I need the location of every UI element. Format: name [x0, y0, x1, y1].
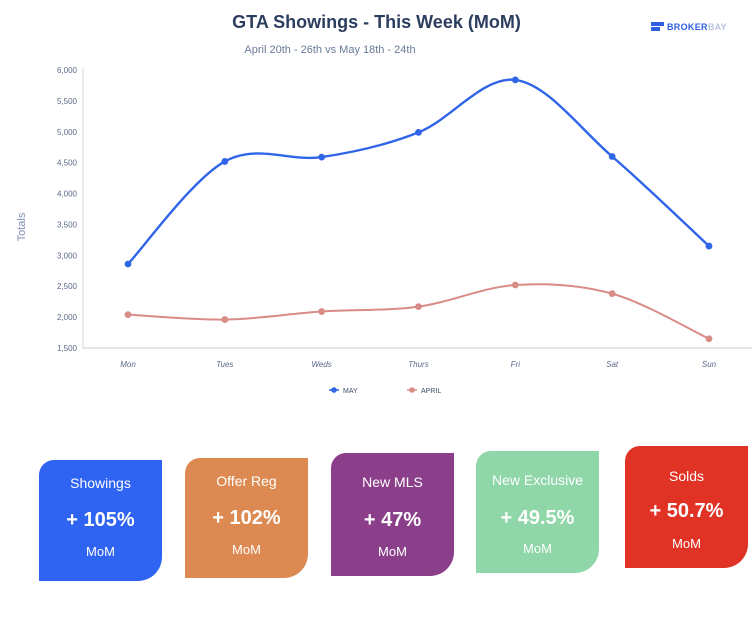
card-value: + 49.5% [500, 507, 575, 529]
card-solds: Solds + 50.7% MoM [625, 446, 748, 568]
card-label: New Exclusive [491, 472, 584, 488]
x-tick-label: Thurs [408, 360, 428, 369]
card-value: + 102% [212, 507, 281, 529]
card-showings: Showings + 105% MoM [39, 460, 162, 581]
card-new-mls: New MLS + 47% MoM [331, 453, 454, 576]
card-value: + 105% [66, 509, 135, 531]
x-tick-label: Fri [511, 360, 521, 369]
data-point-april [511, 281, 519, 289]
line-chart: 1,500 2,000 2,500 3,000 3,500 4,000 4,500 5,000… [16, 66, 752, 395]
legend-swatch-marker [409, 387, 415, 393]
card-mom: MoM [86, 544, 115, 559]
card-mom: MoM [523, 541, 552, 556]
y-tick-label: 3,500 [57, 220, 78, 229]
data-point-april [705, 335, 713, 343]
data-point-may [511, 76, 519, 84]
card-label: Showings [70, 475, 131, 491]
legend-label: APRIL [421, 388, 441, 395]
card-value: + 50.7% [649, 500, 724, 522]
legend-label: MAY [343, 388, 358, 395]
data-point-april [221, 316, 229, 323]
y-tick-label: 1,500 [57, 344, 78, 353]
data-point-may [221, 158, 229, 165]
data-point-april [415, 303, 422, 311]
data-point-may [415, 128, 422, 136]
card-new-exclusive: New Exclusive + 49.5% MoM [476, 451, 599, 573]
logo-mark-icon [651, 22, 664, 32]
page-subtitle: April 20th - 26th vs May 18th - 24th [244, 44, 416, 56]
data-point-may [318, 153, 326, 161]
y-tick-label: 5,000 [57, 128, 78, 137]
y-tick-label: 4,500 [57, 159, 78, 168]
y-tick-label: 3,000 [57, 251, 78, 260]
series-line-may [126, 78, 711, 266]
data-point-april [318, 308, 326, 315]
legend-swatch-marker [331, 387, 337, 393]
y-tick-label: 6,000 [57, 66, 78, 75]
x-tick-label: Sun [702, 360, 717, 369]
card-label: Solds [668, 468, 705, 484]
card-label: Offer Reg [216, 473, 277, 489]
data-point-april [608, 290, 616, 298]
y-tick-label: 2,000 [57, 313, 78, 322]
y-axis-title: Totals [16, 212, 28, 241]
card-value: + 47% [363, 509, 422, 531]
x-tick-label: Sat [606, 360, 619, 369]
logo-text: BROKERBAY [667, 22, 727, 32]
card-offer-reg: Offer Reg + 102% MoM [185, 458, 308, 578]
x-tick-label: Mon [120, 360, 136, 369]
page-title: GTA Showings - This Week (MoM) [232, 12, 521, 32]
data-point-may [705, 242, 713, 250]
x-tick-label: Tues [216, 360, 233, 369]
y-tick-label: 5,500 [57, 97, 78, 106]
card-mom: MoM [672, 536, 701, 551]
card-mom: MoM [232, 542, 261, 557]
series-line-april [127, 283, 710, 340]
y-tick-label: 2,500 [57, 282, 78, 291]
card-mom: MoM [378, 544, 407, 559]
broker-bay-logo: BROKERBAY [651, 22, 727, 32]
data-point-april [124, 311, 132, 319]
data-point-may [608, 153, 616, 160]
card-label: New MLS [362, 474, 423, 490]
y-tick-label: 4,000 [57, 190, 78, 199]
x-tick-label: Weds [312, 360, 332, 369]
data-point-may [124, 260, 132, 268]
